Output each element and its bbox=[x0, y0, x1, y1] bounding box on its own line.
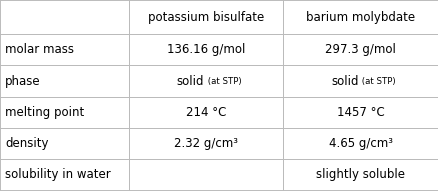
Text: slightly soluble: slightly soluble bbox=[316, 168, 405, 181]
Text: potassium bisulfate: potassium bisulfate bbox=[148, 11, 265, 24]
Text: 214 °C: 214 °C bbox=[186, 106, 226, 119]
Text: 4.65 g/cm³: 4.65 g/cm³ bbox=[328, 137, 393, 150]
Text: molar mass: molar mass bbox=[5, 43, 74, 56]
Text: phase: phase bbox=[5, 74, 41, 88]
Text: solid: solid bbox=[331, 74, 358, 88]
Text: solubility in water: solubility in water bbox=[5, 168, 111, 181]
Text: 136.16 g/mol: 136.16 g/mol bbox=[167, 43, 245, 56]
Text: 2.32 g/cm³: 2.32 g/cm³ bbox=[174, 137, 238, 150]
Text: solid: solid bbox=[177, 74, 204, 88]
Text: melting point: melting point bbox=[5, 106, 85, 119]
Text: barium molybdate: barium molybdate bbox=[306, 11, 415, 24]
Text: (at STP): (at STP) bbox=[205, 77, 242, 85]
Text: 297.3 g/mol: 297.3 g/mol bbox=[325, 43, 396, 56]
Text: density: density bbox=[5, 137, 49, 150]
Text: 1457 °C: 1457 °C bbox=[337, 106, 385, 119]
Text: (at STP): (at STP) bbox=[359, 77, 396, 85]
